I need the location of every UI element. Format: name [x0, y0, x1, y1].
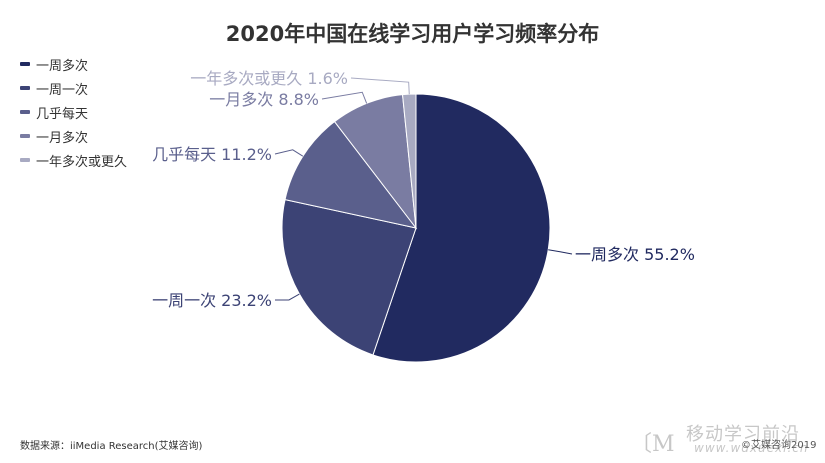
slice-leader-line	[548, 249, 573, 255]
pie-slice[interactable]	[372, 93, 551, 363]
legend-swatch	[20, 86, 30, 90]
slice-label: 几乎每天 11.2%	[152, 145, 272, 164]
legend: 一周多次 一周一次 几乎每天 一月多次 一年多次或更久	[20, 52, 127, 172]
legend-item[interactable]: 几乎每天	[20, 100, 127, 124]
chart-title: 2020年中国在线学习用户学习频率分布	[225, 22, 600, 46]
legend-item[interactable]: 一周一次	[20, 76, 127, 100]
source-note: 数据来源：iiMedia Research(艾媒咨询)	[20, 441, 203, 452]
slice-leader-line	[321, 91, 368, 104]
legend-item[interactable]: 一年多次或更久	[20, 148, 127, 172]
slice-label: 一周多次 55.2%	[575, 245, 695, 264]
legend-item[interactable]: 一月多次	[20, 124, 127, 148]
slice-label: 一周一次 23.2%	[152, 291, 272, 310]
pie-slice[interactable]	[281, 198, 417, 356]
copyright-text: ©艾媒咨询2019	[741, 440, 817, 451]
legend-label: 一月多次	[36, 130, 89, 146]
pie-slice[interactable]	[402, 93, 417, 229]
legend-item[interactable]: 一周多次	[20, 52, 127, 76]
legend-swatch	[20, 110, 30, 114]
slice-label: 一年多次或更久 1.6%	[190, 69, 348, 88]
legend-label: 一周一次	[36, 82, 89, 98]
watermark-glyph: 〔M	[630, 432, 675, 457]
watermark-logo: 〔M 移动学习前沿 www.wdxuexi.cn	[630, 420, 820, 457]
legend-swatch	[20, 158, 30, 162]
slice-label: 一月多次 8.8%	[209, 90, 319, 109]
watermark-url: www.wdxuexi.cn	[694, 441, 809, 455]
watermark-text: 移动学习前沿	[686, 424, 800, 445]
slice-leader-line	[350, 77, 410, 95]
legend-swatch	[20, 62, 30, 66]
legend-label: 一年多次或更久	[36, 154, 128, 170]
legend-label: 几乎每天	[36, 106, 89, 122]
slice-leader-line	[274, 293, 300, 301]
legend-swatch	[20, 134, 30, 138]
slice-leader-line	[274, 149, 304, 157]
legend-label: 一周多次	[36, 58, 89, 74]
